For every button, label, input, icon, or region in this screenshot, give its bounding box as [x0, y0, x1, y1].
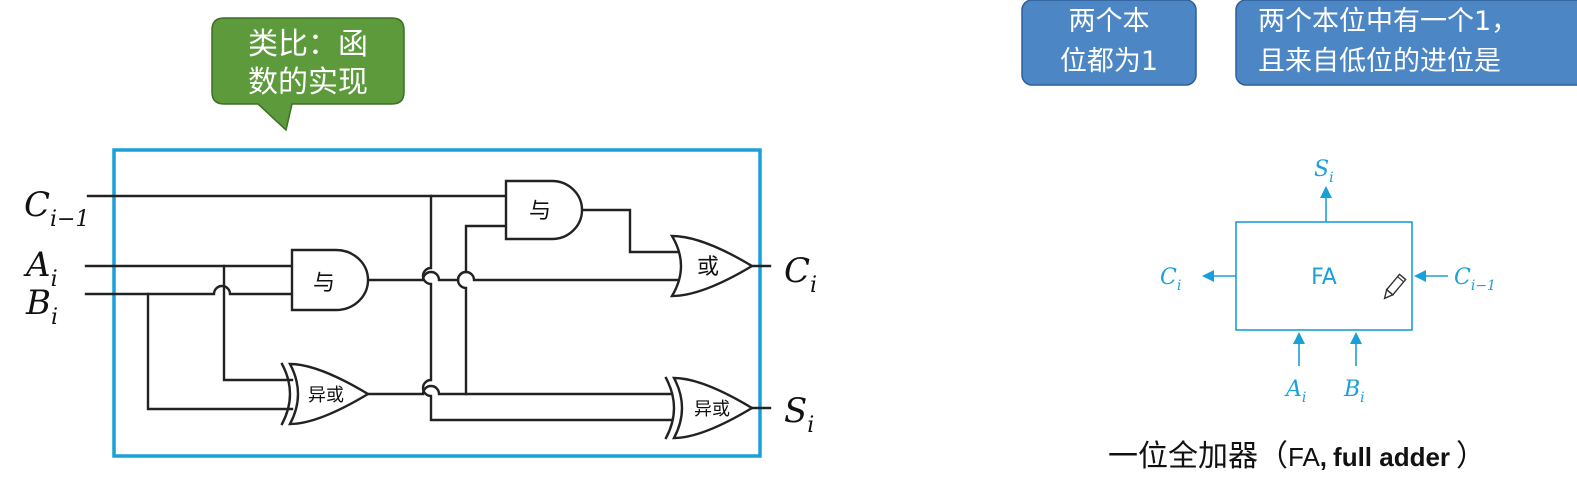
- svg-text:FA: FA: [1311, 265, 1337, 290]
- xor-gate-left: 异或: [280, 362, 371, 426]
- svg-text:两个本位中有一个1，: 两个本位中有一个1，: [1258, 6, 1518, 37]
- circuit-frame: [112, 148, 762, 458]
- analogy-callout: 类比：函 数的实现: [211, 17, 405, 132]
- fa-c-input: Ci−1: [1414, 265, 1496, 294]
- fa-s-output: Si: [1314, 157, 1334, 222]
- svg-text:一位全加器（FA,full adder）: 一位全加器（FA, full adder）: [1108, 439, 1486, 474]
- circuit-wires: [84, 194, 772, 422]
- svg-text:异或: 异或: [694, 399, 730, 420]
- svg-text:Ai: Ai: [1284, 377, 1306, 406]
- input-c-label: Ci−1: [24, 185, 89, 232]
- xor-gate-right: 异或: [664, 376, 755, 440]
- svg-text:Ci−1: Ci−1: [1454, 265, 1496, 294]
- and-gate-top: 与: [504, 179, 584, 241]
- fa-caption: 一位全加器（FA, full adder）: [1108, 439, 1486, 474]
- svg-text:与: 与: [313, 271, 335, 296]
- svg-text:两个本: 两个本: [1069, 6, 1150, 37]
- callout-line-2: 数的实现: [248, 65, 368, 100]
- svg-text:Ci: Ci: [1160, 265, 1181, 294]
- svg-text:位都为1: 位都为1: [1060, 46, 1158, 77]
- svg-text:且来自低位的进位是: 且来自低位的进位是: [1258, 46, 1501, 77]
- svg-text:与: 与: [529, 199, 551, 224]
- svg-text:或: 或: [697, 255, 719, 280]
- svg-text:Bi: Bi: [25, 283, 58, 330]
- svg-text:Ai: Ai: [23, 245, 58, 292]
- output-s-label: Si: [784, 391, 814, 438]
- svg-text:Si: Si: [784, 391, 814, 438]
- fa-b-input: Bi: [1343, 332, 1365, 406]
- callout-line-1: 类比：函: [248, 27, 368, 62]
- bubble-both-one: 两个本 位都为1: [1021, 0, 1197, 86]
- svg-text:Si: Si: [1314, 157, 1334, 186]
- svg-text:异或: 异或: [308, 385, 344, 406]
- output-c-label: Ci: [784, 251, 817, 298]
- fa-block: FA: [1235, 221, 1413, 331]
- or-gate: 或: [669, 234, 755, 298]
- input-b-label: Bi: [25, 283, 58, 330]
- fa-c-output: Ci: [1160, 265, 1236, 294]
- and-gate-middle: 与: [290, 248, 370, 312]
- fa-a-input: Ai: [1284, 332, 1306, 406]
- svg-text:Bi: Bi: [1343, 377, 1365, 406]
- pencil-icon[interactable]: [1382, 273, 1407, 301]
- svg-text:Ci−1: Ci−1: [24, 185, 89, 232]
- bubble-one-with-carry: 两个本位中有一个1， 且来自低位的进位是: [1235, 0, 1577, 86]
- svg-text:Ci: Ci: [784, 251, 817, 298]
- input-a-label: Ai: [23, 245, 58, 292]
